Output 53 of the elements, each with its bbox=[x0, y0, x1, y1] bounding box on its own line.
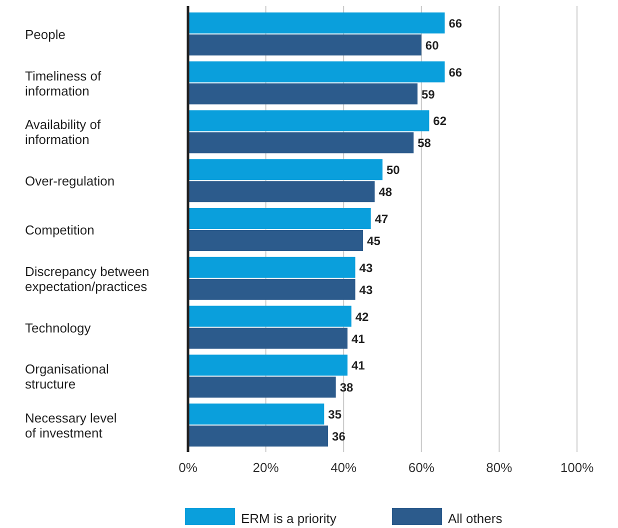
bar bbox=[188, 132, 414, 154]
legend-label: ERM is a priority bbox=[241, 511, 337, 526]
y-tick-label: Over-regulation bbox=[25, 174, 115, 189]
data-label: 35 bbox=[328, 408, 342, 422]
data-label: 48 bbox=[378, 185, 392, 200]
bar bbox=[188, 354, 348, 376]
y-tick-label: People bbox=[25, 26, 66, 42]
data-label: 43 bbox=[359, 282, 373, 297]
bar bbox=[188, 159, 382, 180]
data-label: 60 bbox=[425, 38, 440, 52]
bar bbox=[188, 306, 352, 327]
bar bbox=[188, 208, 371, 229]
data-label: 58 bbox=[418, 136, 432, 150]
bar bbox=[188, 426, 328, 447]
y-tick-label: Necessary level of investment bbox=[25, 410, 117, 441]
data-label: 50 bbox=[386, 163, 400, 178]
data-label: 38 bbox=[340, 380, 354, 395]
bar bbox=[188, 61, 445, 82]
data-label: 47 bbox=[374, 212, 389, 226]
data-label: 41 bbox=[351, 358, 366, 373]
y-tick-label: Technology bbox=[25, 320, 92, 336]
data-label: 62 bbox=[433, 114, 447, 128]
legend-label: All others bbox=[448, 511, 503, 526]
x-tick-label: 0% bbox=[178, 460, 198, 475]
data-label: 45 bbox=[367, 234, 381, 248]
y-tick-label: Availability of information bbox=[25, 117, 102, 148]
data-label: 41 bbox=[351, 332, 366, 346]
bar bbox=[188, 230, 364, 251]
y-tick-label: Competition bbox=[25, 222, 94, 238]
bar bbox=[188, 278, 356, 300]
bar bbox=[188, 110, 430, 132]
bar bbox=[188, 328, 348, 349]
bar bbox=[188, 376, 336, 398]
x-tick-label: 60% bbox=[408, 460, 435, 475]
x-tick-label: 100% bbox=[560, 460, 594, 475]
data-label: 66 bbox=[448, 65, 462, 80]
bar bbox=[188, 12, 445, 34]
bar bbox=[188, 83, 418, 104]
bar bbox=[188, 181, 375, 202]
x-tick-label: 80% bbox=[486, 460, 513, 475]
bar bbox=[188, 256, 356, 278]
bar bbox=[188, 34, 422, 56]
data-label: 59 bbox=[422, 87, 436, 102]
x-tick-label: 20% bbox=[252, 460, 280, 475]
y-tick-label: Organisational structure bbox=[25, 362, 109, 392]
bar bbox=[188, 404, 324, 425]
data-label: 42 bbox=[355, 310, 370, 324]
x-tick-label: 40% bbox=[330, 460, 358, 475]
data-label: 66 bbox=[448, 16, 462, 30]
y-tick-label: Discrepancy between expectation/practices bbox=[25, 264, 150, 294]
y-tick-label: Timeliness of information bbox=[25, 68, 102, 98]
data-label: 43 bbox=[359, 260, 373, 275]
data-label: 36 bbox=[332, 430, 346, 444]
